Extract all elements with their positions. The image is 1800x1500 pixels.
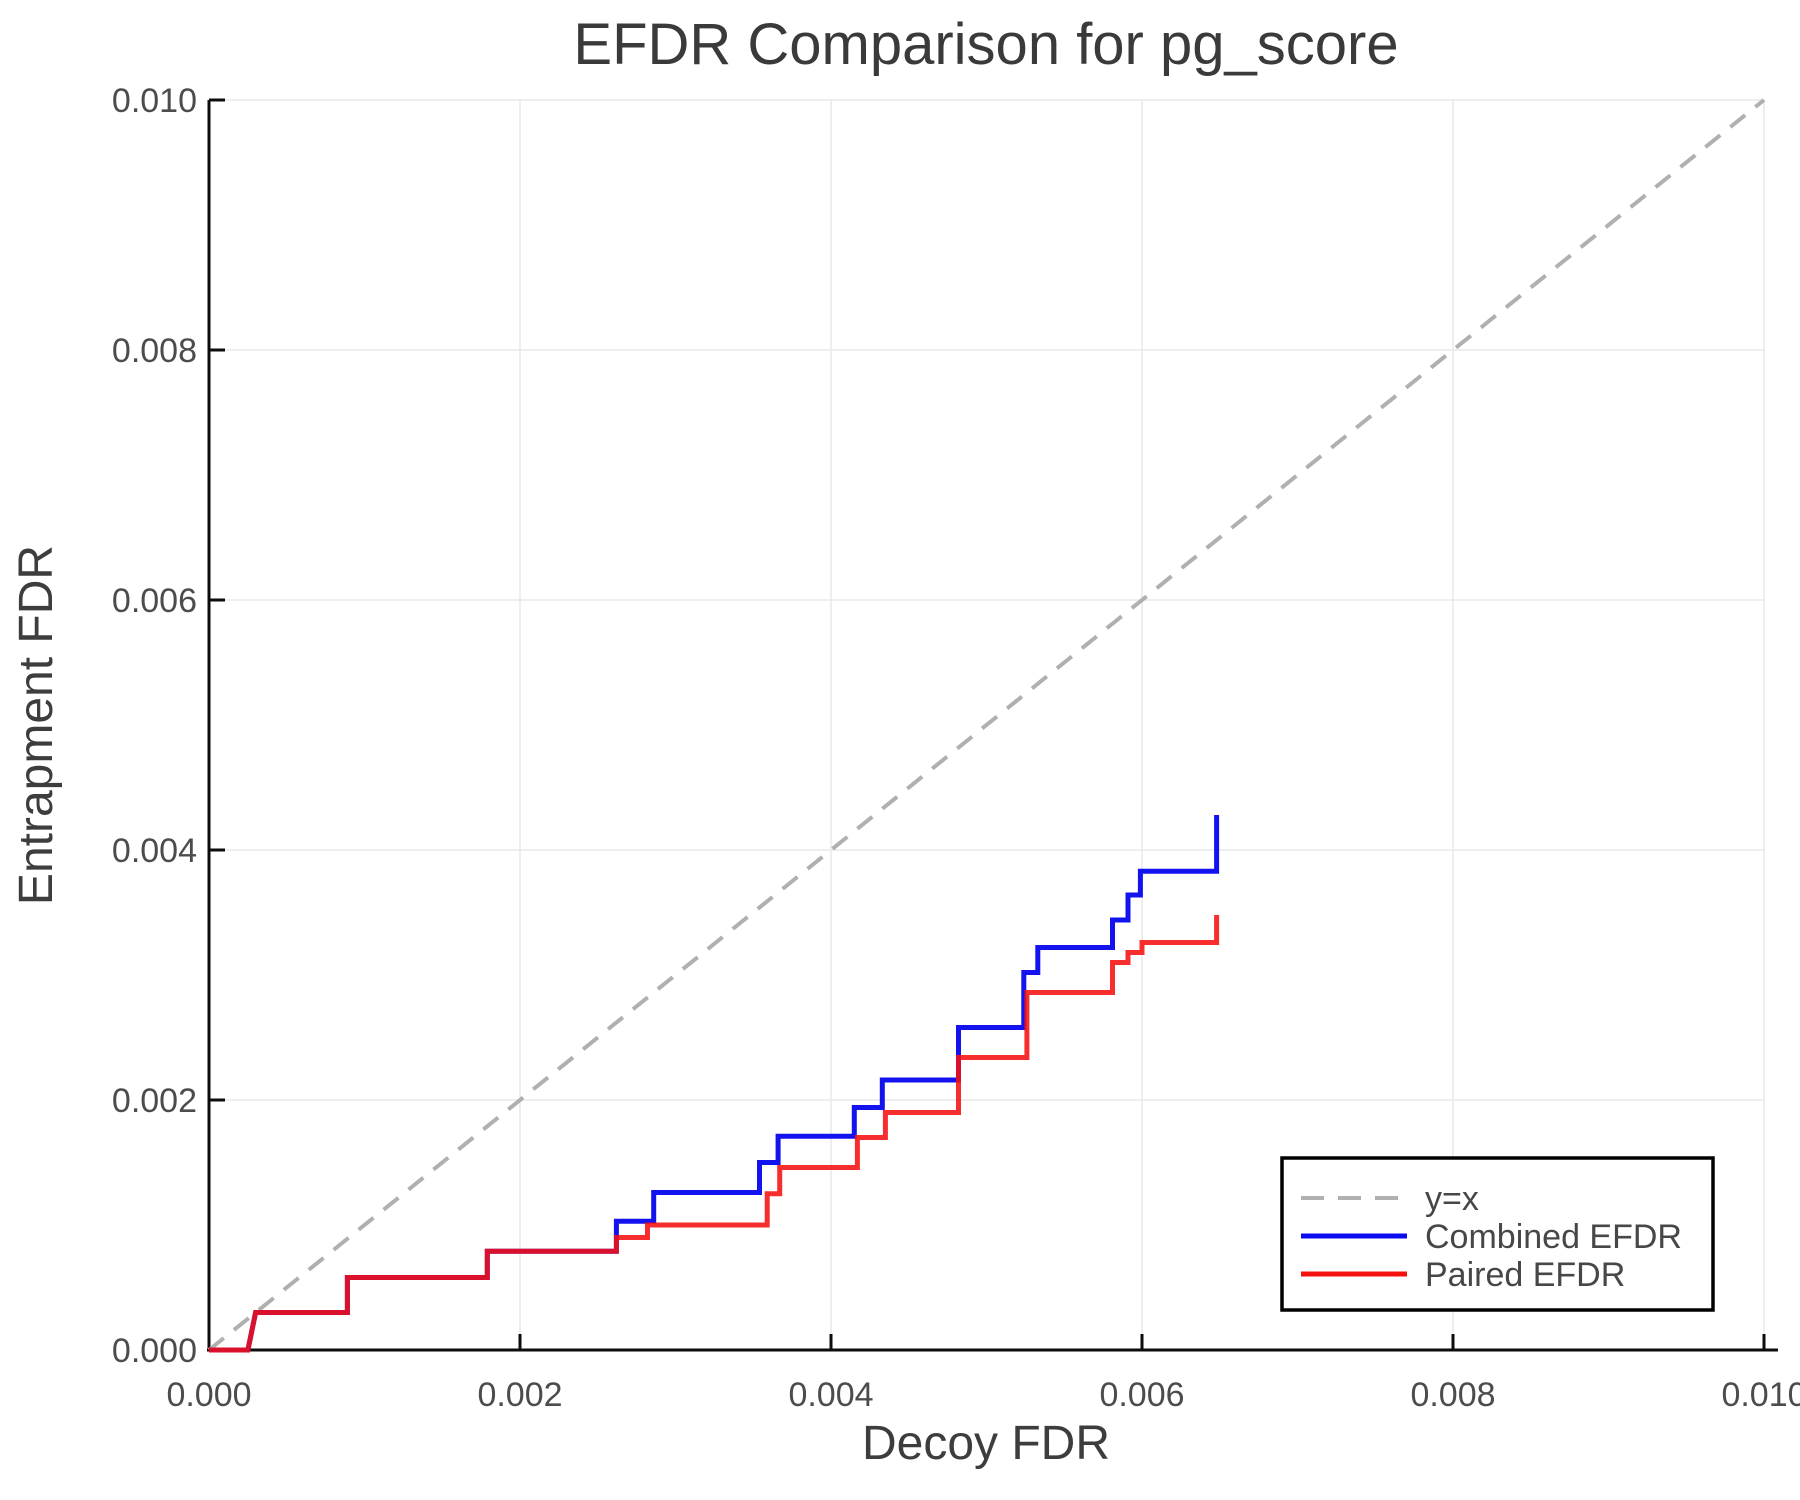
x-tick-label: 0.002 bbox=[477, 1376, 562, 1414]
y-tick-label: 0.002 bbox=[112, 1082, 197, 1120]
legend-label-yx: y=x bbox=[1425, 1180, 1479, 1218]
series-line-paired-efdr bbox=[209, 915, 1220, 1353]
x-axis-label: Decoy FDR bbox=[862, 1417, 1110, 1470]
axes-spines-ticks bbox=[207, 98, 1778, 1352]
legend: y=x Combined EFDR Paired EFDR bbox=[1280, 1156, 1715, 1312]
series-line-combined-efdr bbox=[209, 815, 1220, 1353]
y-axis-label: Entrapment FDR bbox=[10, 545, 63, 905]
x-tick-label: 0.000 bbox=[166, 1376, 251, 1414]
x-tick-label: 0.008 bbox=[1410, 1376, 1495, 1414]
chart-title: EFDR Comparison for pg_score bbox=[573, 12, 1398, 77]
legend-label-combined-efdr: Combined EFDR bbox=[1425, 1218, 1682, 1256]
y-tick-label: 0.004 bbox=[112, 832, 197, 870]
y-tick-label: 0.008 bbox=[112, 332, 197, 370]
legend-label-paired-efdr: Paired EFDR bbox=[1425, 1256, 1625, 1294]
x-tick-label: 0.006 bbox=[1099, 1376, 1184, 1414]
x-tick-label: 0.004 bbox=[788, 1376, 873, 1414]
y-tick-label: 0.006 bbox=[112, 582, 197, 620]
series-lines bbox=[207, 98, 1766, 1353]
y-tick-label: 0.010 bbox=[112, 82, 197, 120]
y-tick-label: 0.000 bbox=[112, 1332, 197, 1370]
series-line-y-x bbox=[207, 98, 1766, 1352]
tick-labels: 0.000 0.002 0.004 0.006 0.008 0.010 0.000 0.002… bbox=[112, 82, 1800, 1414]
x-tick-label: 0.010 bbox=[1721, 1376, 1800, 1414]
